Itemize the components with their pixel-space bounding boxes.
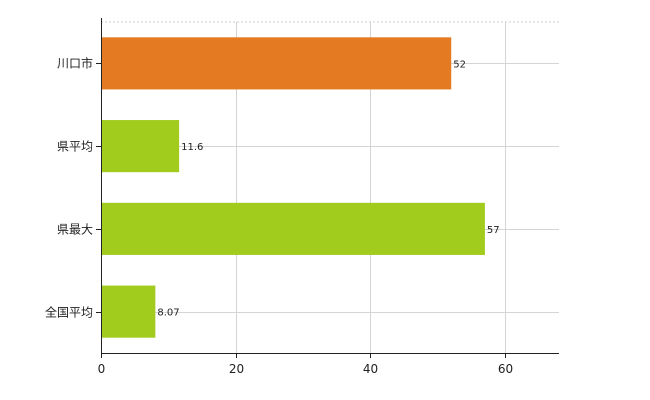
category-label: 県最大 [57, 223, 93, 237]
category-label: 全国平均 [45, 305, 93, 320]
data-label: 57 [487, 225, 500, 236]
category-label: 県平均 [57, 140, 93, 154]
category-label: 川口市 [57, 56, 93, 71]
axes [96, 18, 559, 358]
x-tick-label: 60 [498, 362, 513, 376]
bar [101, 120, 180, 173]
data-label: 11.6 [181, 142, 203, 153]
x-tick-label: 40 [363, 362, 378, 376]
data-label: 52 [453, 59, 466, 70]
data-label: 8.07 [157, 308, 179, 319]
bar [101, 285, 156, 338]
bars-group [101, 37, 485, 338]
x-tick-label: 20 [229, 362, 244, 376]
bar [101, 37, 452, 90]
x-tick-label: 0 [98, 362, 106, 376]
bar [101, 202, 485, 255]
